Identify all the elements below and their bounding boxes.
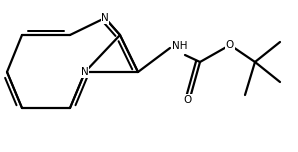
Text: NH: NH (172, 41, 187, 51)
Text: N: N (81, 67, 89, 77)
Text: N: N (101, 13, 109, 23)
Text: O: O (184, 95, 192, 105)
Text: O: O (226, 40, 234, 50)
